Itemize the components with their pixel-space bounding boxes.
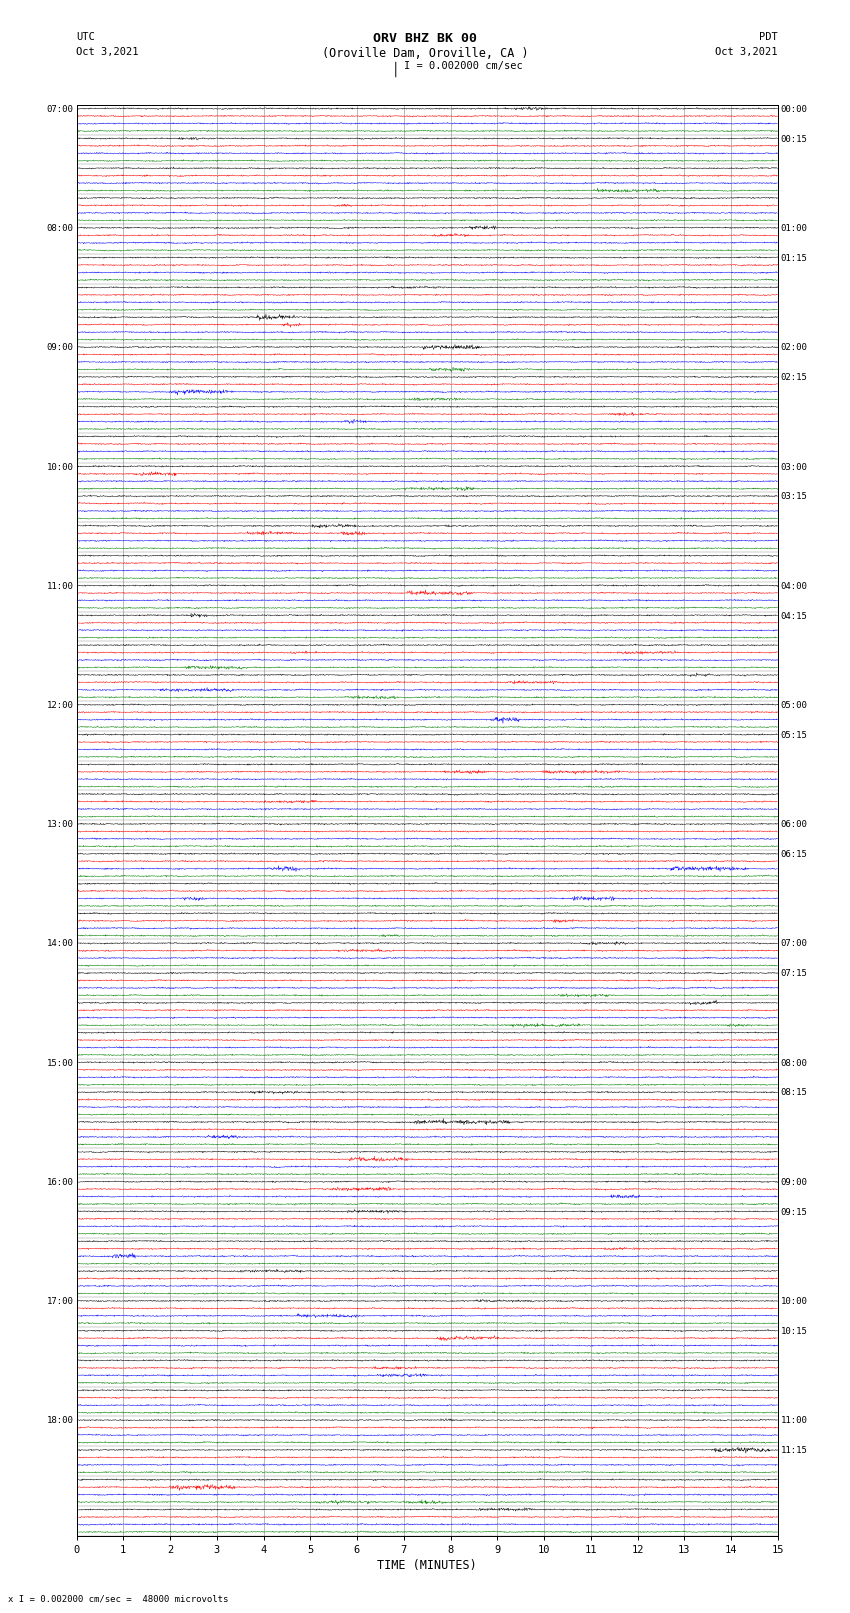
Text: Oct 3,2021: Oct 3,2021 (76, 47, 139, 56)
Text: (Oroville Dam, Oroville, CA ): (Oroville Dam, Oroville, CA ) (321, 47, 529, 60)
Text: x I = 0.002000 cm/sec =  48000 microvolts: x I = 0.002000 cm/sec = 48000 microvolts (8, 1594, 229, 1603)
X-axis label: TIME (MINUTES): TIME (MINUTES) (377, 1558, 477, 1571)
Text: I = 0.002000 cm/sec: I = 0.002000 cm/sec (404, 61, 523, 71)
Text: │: │ (392, 61, 400, 77)
Text: Oct 3,2021: Oct 3,2021 (715, 47, 778, 56)
Text: UTC: UTC (76, 32, 95, 42)
Text: PDT: PDT (759, 32, 778, 42)
Text: ORV BHZ BK 00: ORV BHZ BK 00 (373, 32, 477, 45)
